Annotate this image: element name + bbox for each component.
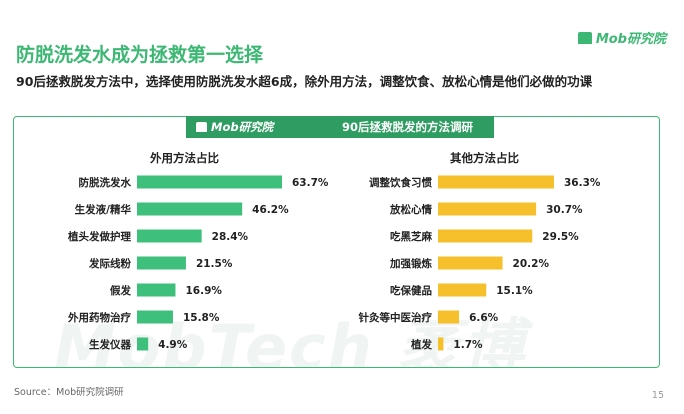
left-value-label: 16.9% [185, 285, 222, 297]
right-bar [438, 310, 460, 324]
right-value-label: 36.3% [564, 177, 601, 189]
right-value-label: 15.1% [496, 285, 533, 297]
left-value-label: 28.4% [212, 231, 249, 243]
source-note: Source：Mob研究院调研 [14, 387, 124, 398]
left-category-label: 植头发做护理 [67, 230, 131, 243]
page-subtitle: 90后拯救脱发方法中，选择使用防脱洗发水超6成，除外用方法，调整饮食、放松心情是… [16, 74, 593, 89]
right-bar [438, 229, 533, 243]
right-category-label: 针灸等中医治疗 [358, 311, 433, 324]
right-value-label: 6.6% [469, 312, 499, 324]
left-category-label: 生发液/精华 [75, 203, 132, 216]
left-bar [137, 283, 176, 297]
left-chart-title: 外用方法占比 [150, 151, 219, 165]
right-bar [438, 283, 487, 297]
right-bar [438, 256, 503, 270]
left-value-label: 21.5% [196, 258, 233, 270]
right-value-label: 20.2% [513, 258, 550, 270]
right-category-label: 放松心情 [389, 203, 432, 216]
right-chart-title: 其他方法占比 [450, 151, 519, 165]
right-value-label: 1.7% [453, 339, 483, 351]
right-value-label: 29.5% [542, 231, 579, 243]
left-bar [137, 175, 282, 189]
right-category-label: 植发 [410, 338, 432, 351]
left-category-label: 假发 [110, 284, 131, 297]
left-value-label: 15.8% [183, 312, 220, 324]
left-bar [137, 256, 186, 270]
right-category-label: 吃黑芝麻 [390, 230, 432, 243]
right-value-label: 30.7% [546, 204, 583, 216]
left-value-label: 63.7% [292, 177, 329, 189]
left-category-label: 外用药物治疗 [67, 311, 131, 324]
left-bar [137, 229, 202, 243]
left-value-label: 46.2% [252, 204, 289, 216]
left-bar [137, 337, 149, 351]
brand-logo: Mob研究院 [577, 28, 666, 47]
banner-logo: Mob研究院 [186, 119, 316, 135]
right-bar [438, 337, 444, 351]
right-bar [438, 202, 537, 216]
right-category-label: 吃保健品 [390, 284, 432, 297]
building-icon [196, 122, 207, 132]
page-number: 15 [651, 390, 664, 401]
left-bar [137, 310, 173, 324]
left-category-label: 生发仪器 [89, 338, 131, 351]
right-bar [438, 175, 554, 189]
banner-title: 90后拯救脱发的方法调研 [342, 120, 474, 134]
page-title: 防脱洗发水成为拯救第一选择 [16, 44, 264, 66]
left-bar [137, 202, 243, 216]
left-value-label: 4.9% [158, 339, 188, 351]
left-category-label: 发际线粉 [88, 257, 131, 270]
left-category-label: 防脱洗发水 [79, 176, 132, 189]
building-icon [577, 31, 592, 44]
brand-logo-text: Mob研究院 [595, 32, 666, 47]
banner-logo-text: Mob研究院 [211, 120, 274, 134]
chart-banner: Mob研究院 90后拯救脱发的方法调研 [186, 116, 494, 138]
right-category-label: 调整饮食习惯 [369, 176, 432, 189]
right-category-label: 加强锻炼 [389, 257, 432, 270]
